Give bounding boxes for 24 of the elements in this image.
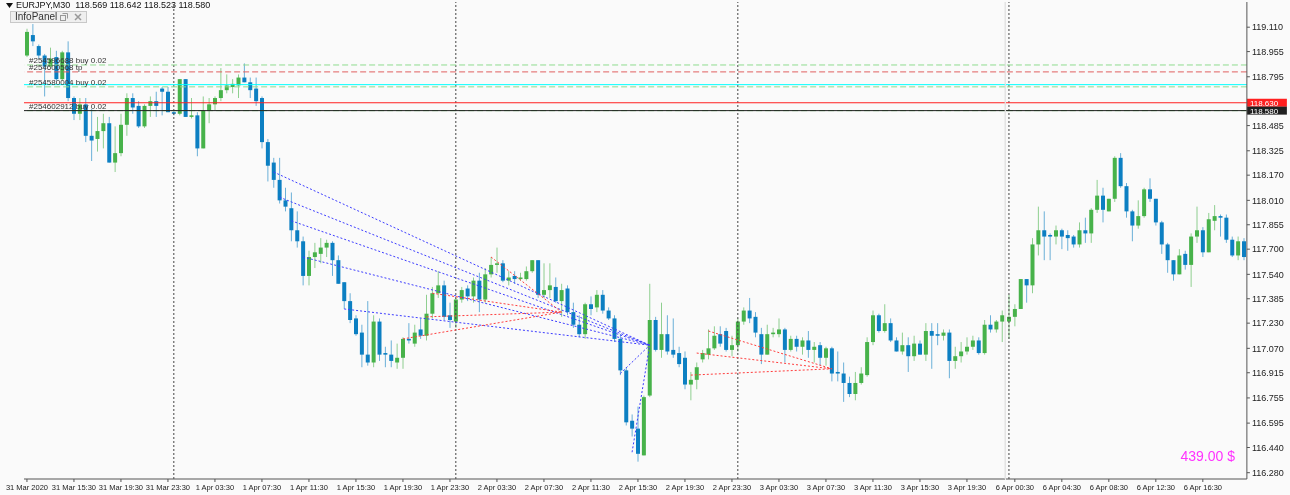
y-tick-label: 117.070	[1252, 343, 1284, 354]
y-tick-label: 117.385	[1252, 293, 1284, 304]
y-tick-label: 116.440	[1252, 442, 1284, 453]
y-tick-label: 117.230	[1252, 318, 1284, 329]
y-tick-label: 118.170	[1252, 170, 1284, 181]
panel-button: InfoPanel	[10, 11, 88, 23]
y-tick-label: 117.540	[1252, 269, 1284, 280]
ref-line-label: 118.630	[1250, 98, 1279, 108]
chart-title: EURJPY,M30 118.569 118.642 118.523 118.580	[16, 0, 211, 10]
y-tick-label: 116.595	[1252, 418, 1284, 429]
y-tick-label: 118.325	[1252, 145, 1284, 156]
y-tick-label: 116.280	[1252, 467, 1284, 478]
annotation: InfoPanel	[15, 11, 58, 22]
y-tick-label: 118.795	[1252, 71, 1284, 82]
y-tick-label: 116.915	[1252, 367, 1284, 378]
y-tick-label: 118.955	[1252, 46, 1284, 57]
annotation: 439.00 $	[1180, 448, 1235, 464]
y-tick-label: 119.110	[1252, 22, 1284, 33]
y-tick-label: 118.010	[1252, 195, 1284, 206]
y-tick-label: 117.855	[1252, 219, 1284, 230]
y-tick-label: 116.755	[1252, 393, 1284, 404]
y-tick-label: 118.485	[1252, 120, 1284, 131]
y-tick-label: 117.700	[1252, 244, 1284, 255]
ref-line-label: 118.580	[1250, 106, 1279, 116]
